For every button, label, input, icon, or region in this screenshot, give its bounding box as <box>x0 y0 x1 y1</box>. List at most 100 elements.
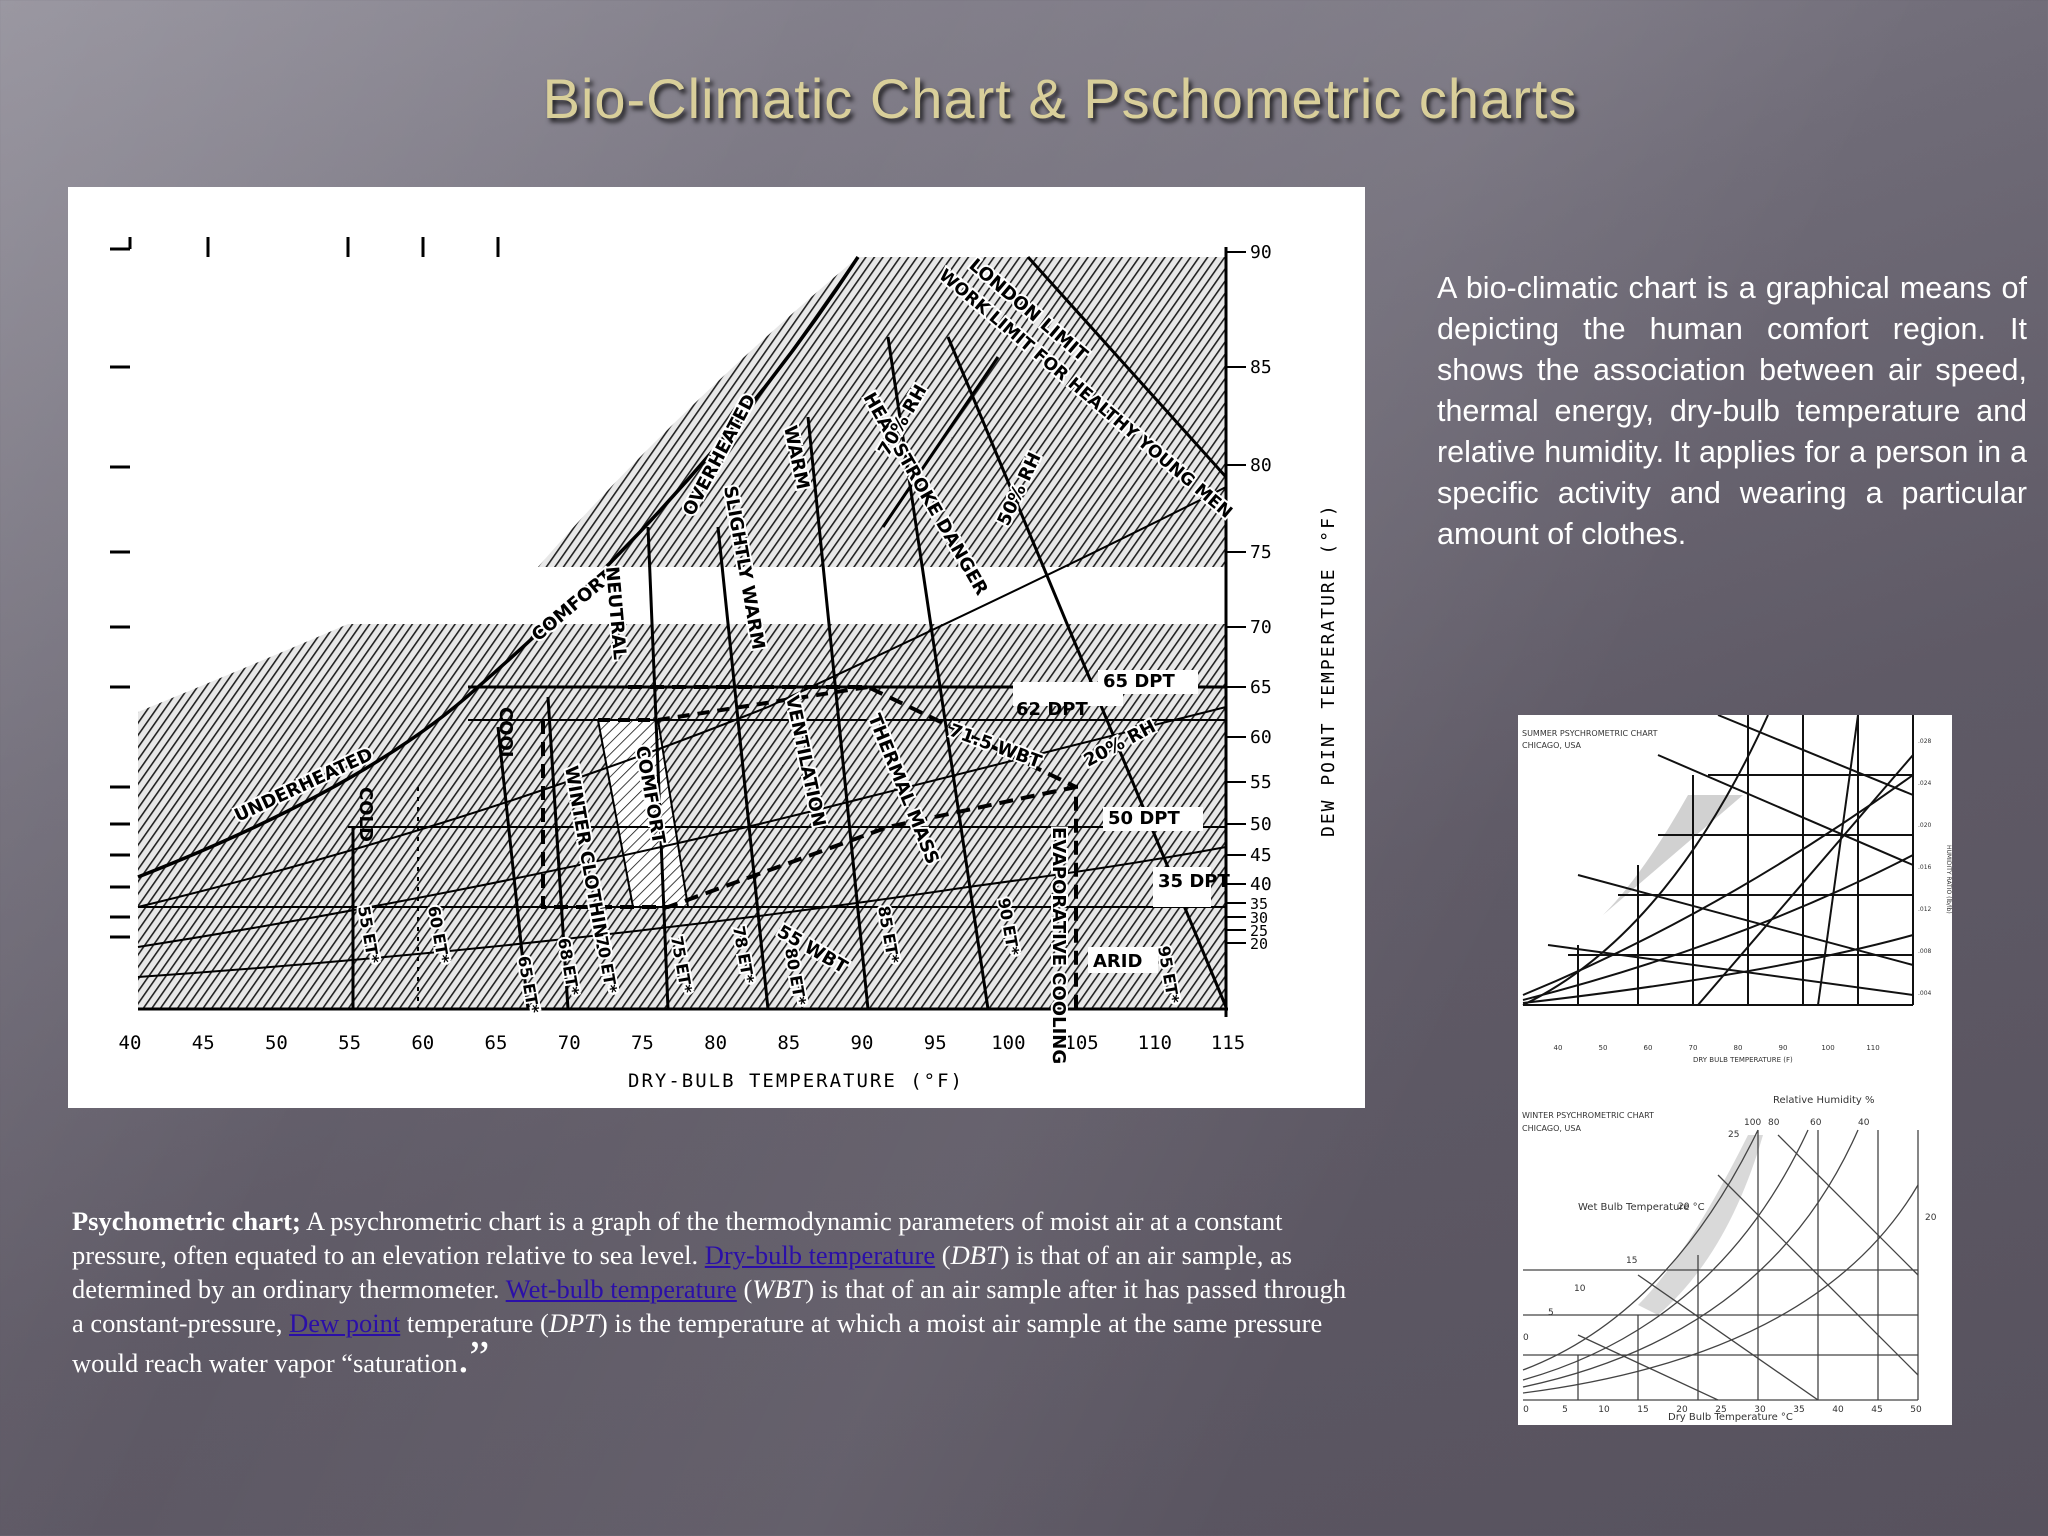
y-tick-25: 25 <box>1250 922 1268 940</box>
x-tick-110: 110 <box>1138 1032 1172 1054</box>
label-dpt35: 35 DPT <box>1158 871 1230 892</box>
bio-chart-shading <box>110 237 1228 1017</box>
et65-line <box>496 726 530 1010</box>
psy-p2a: ( <box>935 1240 951 1270</box>
y-tick-60: 60 <box>1250 727 1272 748</box>
et85-line <box>806 416 870 1010</box>
winter-x-tick-30: 30 <box>1754 1405 1766 1415</box>
winter-right-tick: 20 <box>1925 1213 1937 1223</box>
summer-title: SUMMER PSYCHROMETRIC CHART <box>1522 729 1658 738</box>
band-white <box>468 591 1228 624</box>
summer-grid <box>1522 714 1914 1006</box>
summer-x-label: DRY BULB TEMPERATURE (F) <box>1693 1056 1793 1064</box>
psy-p3b: ) is that of an air sample after it has … <box>72 1274 1347 1338</box>
label-dpt62: 62 DPT <box>1016 699 1088 720</box>
summer-y-label: HUMIDITY RATIO (lb/lb) <box>1945 845 1952 914</box>
bio-climatic-chart: 90 85 80 75 70 65 60 55 50 45 40 35 30 25 20 40 45 50 55 6… <box>68 187 1365 1108</box>
winter-x-label: Dry Bulb Temperature °C <box>1668 1412 1793 1423</box>
x-tick-50: 50 <box>265 1032 288 1054</box>
y-tick-65: 65 <box>1250 677 1272 698</box>
summer-x-tick-70: 70 <box>1689 1044 1698 1052</box>
winter-x-tick-0: 0 <box>1523 1405 1529 1415</box>
bio-climatic-description: A bio-climatic chart is a graphical mean… <box>1437 271 2027 551</box>
psy-end-quote: ” <box>469 1331 490 1382</box>
summer-y-tick-1: .024 <box>1918 780 1932 787</box>
rh-curve-1 <box>137 486 1227 908</box>
psy-p1: A psychrometric chart is a graph of the … <box>72 1206 1283 1270</box>
x-tick-105: 105 <box>1064 1032 1098 1054</box>
summer-x-tick-50: 50 <box>1599 1044 1608 1052</box>
bio-x-label: DRY-BULB TEMPERATURE (°F) <box>628 1070 964 1092</box>
winter-x-tick-50: 50 <box>1910 1405 1922 1415</box>
psy-end-dot: . <box>457 1331 470 1382</box>
neutral-dashed <box>598 685 869 722</box>
abbr-wbt: WBT <box>752 1274 806 1304</box>
summer-x-ticks: 40 50 60 70 80 90 100 110 <box>1554 1044 1880 1052</box>
abbr-dbt: DBT <box>950 1240 1001 1270</box>
x-tick-65: 65 <box>485 1032 508 1054</box>
slide-title: Bio-Climatic Chart & Pschometric charts <box>542 67 1578 130</box>
label-dpt50: 50 DPT <box>1108 808 1180 829</box>
label-arid: ARID <box>1093 951 1142 972</box>
summer-y-ticks: .028 .024 .020 .016 .012 .008 .004 <box>1918 738 1932 997</box>
psychrometric-svg: SUMMER PSYCHROMETRIC CHART CHICAGO, USA <box>1522 714 1952 1423</box>
wbt-tick-5: 5 <box>1548 1308 1554 1318</box>
winter-title: WINTER PSYCHROMETRIC CHART <box>1522 1111 1654 1120</box>
y-tick-90: 90 <box>1250 242 1272 263</box>
x-tick-80: 80 <box>704 1032 727 1054</box>
wbt-tick-20: 20 <box>1678 1202 1690 1212</box>
london-limit-line <box>1026 255 1228 479</box>
x-tick-75: 75 <box>631 1032 654 1054</box>
psy-lead: Psychometric chart; <box>72 1206 301 1236</box>
psy-p2b: ) is that of an air sample, as determine… <box>72 1240 1293 1304</box>
x-tick-100: 100 <box>991 1032 1025 1054</box>
wbt-dashed-line <box>628 685 1077 789</box>
wet-bulb-link[interactable]: Wet-bulb temperature <box>505 1274 737 1304</box>
winter-sub: CHICAGO, USA <box>1522 1124 1582 1133</box>
summer-y-tick-5: .008 <box>1918 948 1932 955</box>
winter-x-tick-15: 15 <box>1637 1405 1648 1415</box>
wbt-tick-15: 15 <box>1626 1256 1637 1266</box>
et90-line <box>886 336 990 1010</box>
rh-title: Relative Humidity % <box>1773 1095 1875 1106</box>
rh-tick-100: 100 <box>1744 1118 1761 1128</box>
winter-x-tick-40: 40 <box>1832 1405 1844 1415</box>
x-tick-90: 90 <box>851 1032 874 1054</box>
summer-y-tick-0: .028 <box>1918 738 1932 745</box>
et68-line <box>546 696 570 1010</box>
summer-y-tick-6: .004 <box>1918 990 1932 997</box>
winter-x-tick-45: 45 <box>1871 1405 1882 1415</box>
wbt-tick-10: 10 <box>1574 1284 1586 1294</box>
dew-point-link[interactable]: Dew point <box>289 1308 401 1338</box>
summer-x-tick-60: 60 <box>1644 1044 1653 1052</box>
winter-grid <box>1522 1129 1919 1401</box>
x-tick-85: 85 <box>777 1032 800 1054</box>
overheated-region <box>538 257 1226 567</box>
x-tick-55: 55 <box>338 1032 361 1054</box>
summer-y-tick-2: .020 <box>1918 822 1932 829</box>
y-tick-55: 55 <box>1250 772 1272 793</box>
rh-tick-40: 40 <box>1858 1118 1870 1128</box>
dry-bulb-link[interactable]: Dry-bulb temperature <box>704 1240 936 1270</box>
label-evaporative-cooling: EVAPORATIVE COOLING <box>1048 827 1069 1064</box>
x-tick-95: 95 <box>924 1032 947 1054</box>
et78-line <box>716 526 770 1010</box>
winter-x-tick-5: 5 <box>1562 1405 1568 1415</box>
psy-p3a: ( <box>736 1274 753 1304</box>
bio-y-label: DEW POINT TEMPERATURE (°F) <box>1318 503 1339 837</box>
rh70-line <box>881 356 1000 528</box>
y-tick-50: 50 <box>1250 814 1272 835</box>
winter-x-tick-25: 25 <box>1715 1405 1726 1415</box>
wbt-title: Wet Bulb Temperature °C <box>1578 1202 1705 1213</box>
x-tick-60: 60 <box>411 1032 434 1054</box>
y-tick-80: 80 <box>1250 455 1272 476</box>
wbt-ticks: 25 20 15 10 5 0 <box>1523 1130 1739 1343</box>
x-tick-115: 115 <box>1211 1032 1245 1054</box>
psy-p4b: ) is the temperature at which a moist ai… <box>72 1308 1323 1378</box>
summer-x-tick-100: 100 <box>1821 1044 1834 1052</box>
y-tick-85: 85 <box>1250 357 1272 378</box>
y-tick-40: 40 <box>1250 874 1272 895</box>
winter-x-tick-20: 20 <box>1676 1405 1688 1415</box>
wbt-tick-0: 0 <box>1523 1333 1529 1343</box>
rh-tick-80: 80 <box>1768 1118 1780 1128</box>
